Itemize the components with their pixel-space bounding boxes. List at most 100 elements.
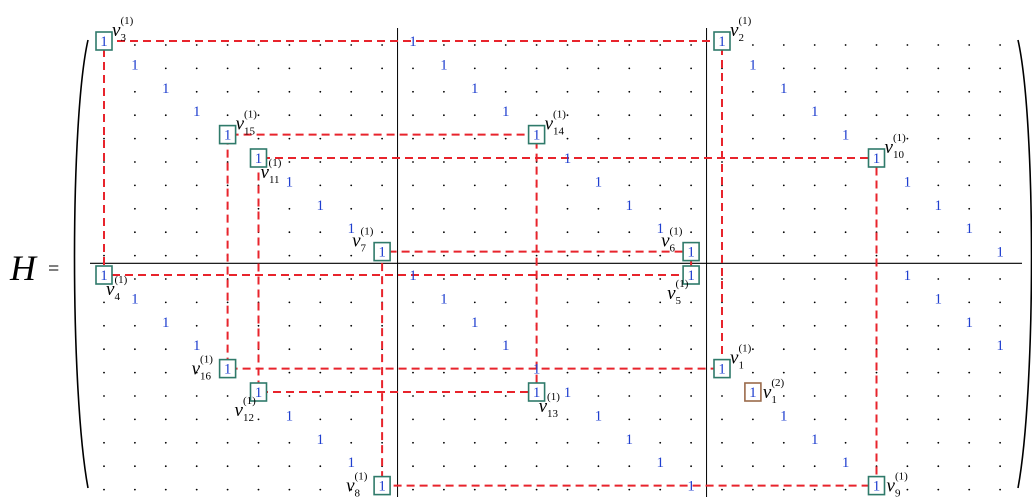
- zero-dot: [134, 441, 136, 444]
- zero-dot: [906, 395, 909, 397]
- vertex-box: [527, 382, 546, 402]
- zero-dot: [412, 137, 414, 140]
- zero-dot: [381, 231, 383, 234]
- zero-dot: [628, 348, 631, 351]
- zero-dot: [412, 395, 414, 397]
- zero-dot: [443, 348, 445, 351]
- zero-dot: [659, 301, 662, 304]
- zero-dot: [535, 465, 538, 468]
- zero-dot: [628, 278, 631, 280]
- zero-dot: [134, 371, 136, 374]
- zero-dot: [906, 114, 909, 117]
- zero-dot: [937, 441, 940, 444]
- zero-dot: [381, 441, 383, 444]
- zero-dot: [473, 488, 476, 491]
- zero-dot: [999, 161, 1001, 163]
- zero-dot: [659, 184, 662, 187]
- matrix-entry: 1: [564, 151, 572, 167]
- right-parenthesis: [1017, 39, 1032, 489]
- zero-dot: [257, 90, 260, 93]
- zero-dot: [134, 395, 136, 397]
- vertex-label: v1(1): [730, 343, 752, 372]
- zero-dot: [134, 90, 136, 93]
- zero-dot: [195, 301, 198, 304]
- zero-dot: [350, 395, 353, 397]
- zero-dot: [412, 67, 414, 70]
- zero-dot: [999, 465, 1001, 468]
- zero-dot: [288, 254, 291, 257]
- zero-dot: [968, 184, 971, 187]
- zero-dot: [752, 161, 754, 163]
- zero-dot: [473, 161, 476, 163]
- zero-dot: [164, 301, 167, 304]
- matrix-entry: 1: [471, 315, 479, 331]
- zero-dot: [288, 371, 291, 374]
- vertex-box: [744, 382, 762, 402]
- zero-dot: [782, 348, 785, 351]
- vertex-label: v5(1): [667, 278, 689, 307]
- zero-dot: [381, 184, 383, 187]
- zero-dot: [504, 324, 507, 327]
- zero-dot: [535, 114, 538, 117]
- zero-dot: [226, 488, 229, 491]
- zero-dot: [504, 231, 507, 234]
- zero-dot: [906, 301, 909, 304]
- zero-dot: [690, 137, 692, 140]
- zero-dot: [288, 114, 291, 117]
- zero-dot: [628, 184, 631, 187]
- zero-dot: [628, 371, 631, 374]
- zero-dot: [782, 465, 785, 468]
- zero-dot: [319, 137, 322, 140]
- matrix-entry: 1: [440, 291, 448, 307]
- zero-dot: [937, 254, 940, 257]
- zero-dot: [999, 324, 1001, 327]
- matrix-entry: 1: [317, 198, 325, 214]
- matrix-entry: 1: [162, 315, 170, 331]
- zero-dot: [195, 395, 198, 397]
- vertex-label: v12(1): [235, 395, 257, 424]
- zero-dot: [195, 371, 198, 374]
- zero-dot: [999, 488, 1001, 491]
- zero-dot: [813, 348, 816, 351]
- zero-dot: [659, 488, 662, 491]
- zero-dot: [906, 44, 909, 46]
- zero-dot: [443, 441, 445, 444]
- zero-dot: [257, 465, 260, 468]
- zero-dot: [937, 418, 940, 421]
- vertex-box: [95, 265, 113, 285]
- zero-dot: [566, 44, 569, 46]
- zero-dot: [999, 278, 1001, 280]
- zero-dot: [164, 114, 167, 117]
- zero-dot: [504, 137, 507, 140]
- zero-dot: [906, 90, 909, 93]
- zero-dot: [628, 488, 631, 491]
- zero-dot: [504, 67, 507, 70]
- zero-dot: [195, 441, 198, 444]
- zero-dot: [752, 324, 754, 327]
- matrix-entry: 1: [564, 385, 572, 401]
- vertex-label: v16(1): [192, 354, 214, 383]
- zero-dot: [103, 395, 105, 397]
- zero-dot: [968, 278, 971, 280]
- zero-dot: [937, 348, 940, 351]
- zero-dot: [288, 161, 291, 163]
- zero-dot: [659, 254, 662, 257]
- zero-dot: [752, 278, 754, 280]
- vertex-label: v3(1): [112, 15, 134, 44]
- zero-dot: [690, 301, 692, 304]
- zero-dot: [288, 231, 291, 234]
- zero-dot: [319, 301, 322, 304]
- zero-dot: [288, 278, 291, 280]
- vertex-label: v14(1): [545, 109, 567, 138]
- zero-dot: [813, 371, 816, 374]
- zero-dot: [134, 324, 136, 327]
- zero-dot: [164, 395, 167, 397]
- zero-dot: [257, 114, 260, 117]
- vertex-label: v10(1): [885, 132, 907, 161]
- zero-dot: [535, 418, 538, 421]
- zero-dot: [659, 44, 662, 46]
- zero-dot: [504, 395, 507, 397]
- zero-dot: [628, 324, 631, 327]
- zero-dot: [721, 395, 723, 397]
